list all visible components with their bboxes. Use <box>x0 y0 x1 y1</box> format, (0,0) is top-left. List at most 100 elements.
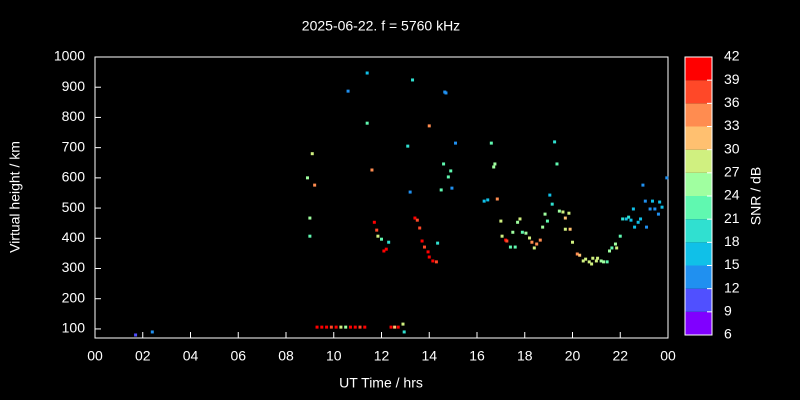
data-point <box>596 256 600 260</box>
data-point <box>346 89 350 93</box>
data-point <box>608 249 612 253</box>
data-point <box>535 242 539 246</box>
y-axis-label: Virtual height / km <box>7 141 23 253</box>
data-point <box>548 193 552 197</box>
data-point <box>658 200 662 204</box>
data-point <box>568 227 572 231</box>
colorbar-tick-label: 33 <box>724 117 740 133</box>
colorbar-band <box>685 311 712 335</box>
data-point <box>610 246 614 250</box>
data-point <box>636 220 640 224</box>
colorbar-tick-label: 24 <box>724 187 740 203</box>
data-point <box>524 231 528 235</box>
data-point <box>532 246 536 250</box>
colorbar-tick-label: 9 <box>724 303 732 319</box>
data-point <box>538 238 542 242</box>
data-point <box>313 183 317 187</box>
data-point <box>495 197 499 201</box>
data-point <box>482 199 486 203</box>
data-point <box>431 259 435 263</box>
data-point <box>434 260 438 264</box>
y-tick-label: 900 <box>62 78 86 94</box>
data-point <box>420 239 424 243</box>
colorbar-label: SNR / dB <box>748 167 764 225</box>
data-point <box>633 225 637 229</box>
data-point <box>639 217 643 221</box>
y-tick-label: 400 <box>62 229 86 245</box>
data-point <box>567 211 571 215</box>
data-point <box>518 217 522 221</box>
data-point <box>550 202 554 206</box>
data-point <box>530 240 534 244</box>
x-tick-label: 00 <box>660 348 676 364</box>
colorbar-band <box>685 80 712 104</box>
data-point <box>618 234 622 238</box>
x-tick-label: 12 <box>374 348 390 364</box>
colorbar-band <box>685 196 712 220</box>
colorbar-band <box>685 126 712 150</box>
chart-title: 2025-06-22. f = 5760 kHz <box>302 18 460 34</box>
data-point <box>387 240 391 244</box>
data-point <box>513 245 517 249</box>
x-axis-label: UT Time / hrs <box>339 375 423 391</box>
data-point <box>590 262 594 266</box>
data-point <box>543 212 547 216</box>
data-point <box>310 152 314 156</box>
data-point <box>401 322 405 326</box>
data-point <box>454 141 458 145</box>
data-point <box>384 247 388 251</box>
data-point <box>493 162 497 166</box>
data-point <box>353 325 357 329</box>
colorbar-tick-label: 6 <box>724 326 732 342</box>
y-tick-label: 700 <box>62 138 86 154</box>
colorbar-tick-label: 39 <box>724 71 740 87</box>
data-point <box>545 219 549 223</box>
data-point <box>329 325 333 329</box>
data-point <box>427 124 431 128</box>
data-point <box>591 256 595 260</box>
data-point <box>308 234 312 238</box>
data-point <box>613 242 617 246</box>
data-point <box>528 236 532 240</box>
data-point <box>406 144 410 148</box>
data-point <box>413 216 417 220</box>
colorbar-band <box>685 288 712 312</box>
colorbar-tick-label: 18 <box>724 233 740 249</box>
data-point <box>365 121 369 125</box>
data-point <box>305 176 309 180</box>
y-tick-label: 600 <box>62 169 86 185</box>
data-point <box>584 257 588 261</box>
data-point <box>315 325 319 329</box>
colorbar-band <box>685 149 712 173</box>
data-point <box>382 249 386 253</box>
data-point <box>389 325 393 329</box>
data-point <box>587 260 591 264</box>
data-point <box>358 325 362 329</box>
x-tick-label: 08 <box>278 348 294 364</box>
data-point <box>436 241 440 245</box>
data-point <box>348 325 352 329</box>
x-tick-label: 00 <box>87 348 103 364</box>
colorbar-band <box>685 172 712 196</box>
x-tick-label: 16 <box>469 348 485 364</box>
data-point <box>393 325 397 329</box>
data-point <box>520 230 524 234</box>
data-point <box>344 325 348 329</box>
data-point <box>650 199 654 203</box>
data-point <box>492 165 496 169</box>
x-tick-label: 04 <box>183 348 199 364</box>
data-point <box>370 168 374 172</box>
x-tick-label: 10 <box>326 348 342 364</box>
data-point <box>555 162 559 166</box>
data-point <box>380 237 383 241</box>
data-point <box>553 140 557 144</box>
data-point <box>578 253 582 257</box>
colorbar-tick-label: 21 <box>724 210 740 226</box>
colorbar-tick-label: 42 <box>724 48 740 64</box>
y-tick-label: 1000 <box>54 48 85 64</box>
colorbar-band <box>685 219 712 243</box>
data-point <box>450 186 454 190</box>
data-point <box>320 325 324 329</box>
data-point <box>508 245 512 249</box>
data-point <box>561 210 565 214</box>
